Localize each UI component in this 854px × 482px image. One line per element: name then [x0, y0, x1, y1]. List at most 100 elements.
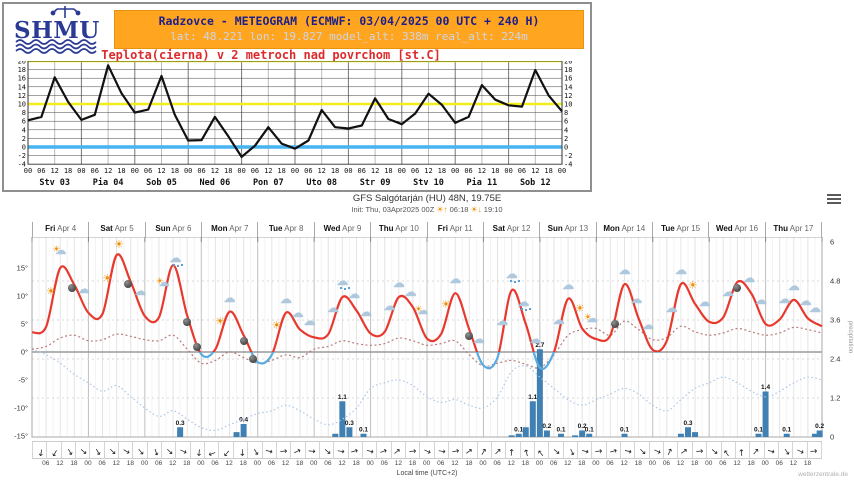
time-tick-label: 18	[521, 460, 529, 467]
time-tick-label: 18	[691, 460, 699, 467]
wind-barb: →	[634, 442, 649, 458]
init-label: Init: Thu, 03Apr2025 00Z	[351, 205, 435, 214]
wind-barb: →	[462, 442, 476, 458]
time-tick-label: 06	[775, 460, 783, 467]
svg-text:-2: -2	[564, 152, 572, 160]
wind-barb: →	[548, 442, 562, 458]
gfs-init-line: Init: Thu, 03Apr2025 00Z ☀↑ 06:18 ☀↓ 19:…	[0, 205, 854, 214]
wind-barb: →	[720, 442, 735, 459]
svg-text:0: 0	[564, 144, 568, 152]
sunset-time: 19:10	[483, 205, 503, 214]
wind-barb: →	[361, 442, 376, 458]
svg-text:18: 18	[491, 167, 499, 175]
time-tick-label: 00	[310, 460, 318, 467]
svg-text:4.8: 4.8	[830, 277, 840, 286]
time-tick-label: 00	[705, 460, 713, 467]
time-tick-label: 00	[535, 460, 544, 467]
wind-barb: →	[706, 442, 720, 458]
svg-text:14: 14	[18, 83, 26, 91]
svg-text:12: 12	[18, 92, 26, 100]
svg-text:06: 06	[144, 167, 152, 175]
wind-barb: →	[189, 442, 204, 458]
wind-barb: →	[447, 442, 462, 458]
svg-text:06: 06	[91, 167, 99, 175]
svg-text:12: 12	[531, 167, 539, 175]
wind-barb: →	[89, 442, 104, 458]
time-tick-label: 06	[98, 460, 106, 467]
svg-text:10°: 10°	[17, 292, 28, 301]
day-label: Thu Apr 10	[370, 222, 426, 237]
svg-text:0.3: 0.3	[176, 420, 185, 427]
svg-text:0.4: 0.4	[239, 417, 248, 424]
svg-text:-15°: -15°	[14, 432, 28, 441]
svg-text:-10°: -10°	[14, 404, 28, 413]
svg-text:2.7: 2.7	[535, 342, 544, 349]
svg-text:00: 00	[504, 167, 512, 175]
svg-text:00: 00	[131, 167, 139, 175]
day-label: Mon Apr 14	[595, 222, 652, 237]
svg-text:16: 16	[564, 75, 572, 83]
svg-text:12: 12	[478, 167, 486, 175]
time-tick-label: 18	[183, 460, 191, 467]
svg-text:Uto 08: Uto 08	[306, 178, 337, 188]
svg-text:18: 18	[544, 167, 552, 175]
wind-barb: →	[806, 442, 822, 458]
day-label: Sat Apr 5	[88, 222, 144, 237]
svg-text:0.1: 0.1	[514, 426, 523, 433]
wind-barb: →	[519, 442, 534, 458]
svg-text:00: 00	[291, 167, 299, 175]
time-tick-label: 06	[662, 460, 671, 467]
time-tick-label: 18	[578, 460, 586, 467]
station-header-title: Radzovce - METEOGRAM (ECMWF: 03/04/2025 …	[158, 14, 540, 28]
svg-text:06: 06	[518, 167, 526, 175]
svg-text:2: 2	[22, 135, 26, 143]
svg-text:1.4: 1.4	[761, 384, 770, 391]
time-tick-label: 18	[126, 460, 134, 467]
svg-text:12: 12	[424, 167, 432, 175]
svg-text:0.1: 0.1	[556, 426, 565, 433]
time-tick-label: 00	[253, 460, 261, 467]
wind-barb: →	[132, 442, 147, 458]
svg-text:Pia 11: Pia 11	[467, 177, 498, 188]
wind-barb: →	[620, 442, 634, 458]
time-tick-label: 00	[648, 460, 656, 467]
svg-text:-4: -4	[564, 161, 572, 169]
wind-barb: →	[390, 442, 405, 458]
wind-barb: →	[691, 442, 706, 458]
wind-barb: →	[534, 442, 548, 459]
x-axis-label: Local time (UTC+2)	[396, 470, 458, 477]
svg-text:18: 18	[564, 66, 572, 74]
day-label: Thu Apr 17	[764, 222, 823, 237]
menu-icon[interactable]	[827, 194, 841, 206]
svg-text:00: 00	[184, 167, 192, 175]
svg-text:4: 4	[564, 126, 568, 134]
sunset-icon: ☀↓	[470, 205, 482, 214]
wind-barb: →	[60, 442, 75, 458]
svg-text:18: 18	[277, 167, 285, 175]
time-tick-label: 06	[606, 460, 614, 467]
wind-barb: →	[605, 442, 620, 458]
svg-text:12: 12	[371, 167, 379, 175]
watermark: wetterzentrale.de	[798, 471, 848, 478]
time-tick-label: 00	[479, 460, 487, 467]
svg-text:0.3: 0.3	[683, 420, 692, 427]
wind-barb: →	[318, 442, 333, 458]
time-tick-label: 06	[493, 460, 501, 467]
svg-text:0.1: 0.1	[782, 426, 791, 433]
wind-barb: →	[419, 442, 433, 458]
wind-barb: →	[792, 442, 806, 458]
sunrise-icon: ☀↑	[436, 205, 448, 214]
time-tick-label: 12	[225, 460, 233, 467]
svg-text:00: 00	[77, 167, 85, 175]
svg-text:10: 10	[18, 101, 26, 109]
time-tick-label: 12	[56, 460, 64, 467]
wind-barb: →	[677, 442, 691, 458]
svg-text:0.1: 0.1	[754, 426, 763, 433]
wind-barb: →	[175, 442, 189, 458]
svg-text:12: 12	[157, 167, 165, 175]
svg-text:18: 18	[438, 167, 446, 175]
time-tick-label: 12	[394, 460, 403, 467]
svg-text:5°: 5°	[21, 320, 28, 329]
time-tick-label: 12	[281, 460, 290, 467]
svg-text:12: 12	[564, 92, 572, 100]
